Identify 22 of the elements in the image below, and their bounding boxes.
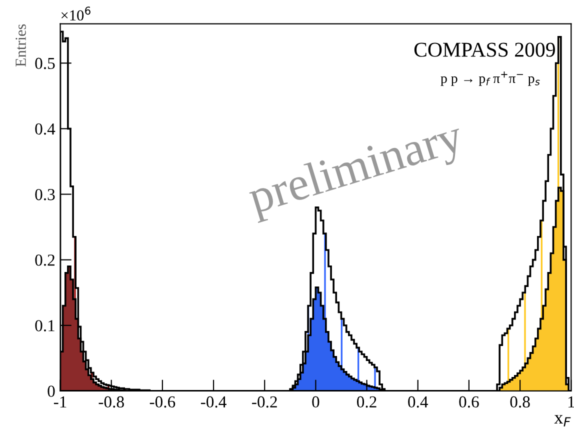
y-tick-label: 0.1 — [35, 320, 54, 332]
x-tick-label: -0.6 — [150, 396, 176, 408]
y-tick-label: 0 — [48, 386, 55, 397]
x-tick-label: 0.2 — [357, 396, 376, 408]
x-axis-title: x$_{F}$ — [554, 415, 571, 426]
x-tick-label: -0.8 — [98, 396, 124, 408]
x-tick-label: -0.4 — [200, 396, 226, 408]
y-tick-label: 0.2 — [35, 254, 54, 266]
y-tick-label: 0.3 — [35, 188, 55, 200]
x-tick-label: 1 — [568, 396, 574, 408]
y-axis-title: Entries — [16, 24, 26, 67]
x-tick-label: -0.2 — [252, 396, 277, 408]
x-tick-label: -1 — [54, 396, 66, 408]
y-tick-label: 0.5 — [35, 58, 55, 70]
annotation: COMPASS 2009 — [414, 42, 555, 57]
x-tick-label: 0 — [312, 396, 320, 408]
x-tick-label: 0.6 — [459, 396, 479, 408]
x-tick-label: 0.4 — [408, 396, 428, 408]
annotation: p p → p$_{f}$ π$^{+}$π$^{−}$ p$_{s}$ — [440, 71, 540, 86]
text: ×10$^{6}$ — [61, 6, 90, 21]
x-tick-label: 0.8 — [510, 396, 530, 408]
y-tick-label: 0.4 — [35, 123, 56, 135]
